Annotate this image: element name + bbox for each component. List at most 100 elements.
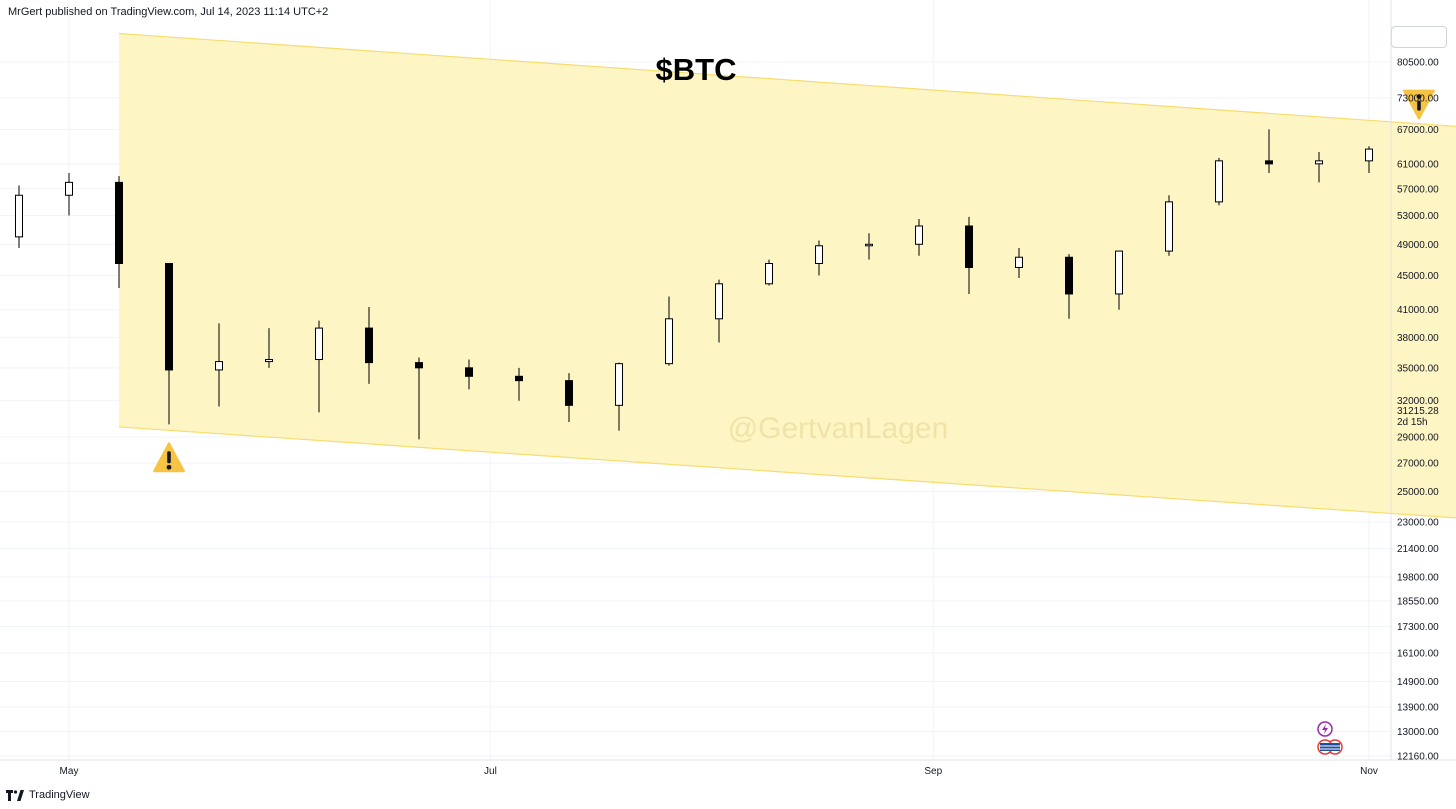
price-tick-label: 57000.00 [1397,184,1439,195]
time-tick-label: Sep [924,766,942,777]
candle [265,328,273,368]
candle-body [465,367,473,377]
watermark-text: @GertvanLagen [728,412,949,445]
candle [415,357,423,440]
candle [65,172,73,216]
price-tick-label: 80500.00 [1397,58,1439,69]
price-tick-label: 23000.00 [1397,517,1439,528]
candle [15,185,23,249]
candle [615,362,623,431]
candle-body [1065,256,1073,295]
candle-body [265,359,273,363]
candle-body [315,327,323,361]
candle [365,307,373,384]
price-tick-label: 32000.00 [1397,396,1439,407]
tradingview-logo-icon [6,789,24,801]
candle [115,176,123,288]
candle-body [715,283,723,320]
candle [465,359,473,390]
candle-body [565,380,573,406]
candle [1315,152,1323,183]
time-axis[interactable]: MayJulSepNov2022MarMayJulSepNov2023MarMa… [60,766,1456,777]
candle-body [915,225,923,245]
candle-body [665,318,673,365]
candle [715,279,723,343]
price-tick-label: 35000.00 [1397,363,1439,374]
price-tick-label: 17300.00 [1397,622,1439,633]
candle-body [1315,160,1323,165]
annotation-markers [153,89,1435,473]
price-tick-label: 18550.00 [1397,596,1439,607]
last-price-label: 31215.28 [1397,406,1439,417]
time-tick-label: May [60,766,79,777]
candles-group [15,129,1373,440]
candle-body [865,243,873,247]
price-tick-label: 73000.00 [1397,93,1439,104]
candle [1115,250,1123,310]
candle [165,263,173,425]
price-tick-label: 41000.00 [1397,305,1439,316]
candle-body [965,225,973,268]
candle [865,233,873,260]
us-flag-event-icon[interactable] [1317,739,1343,755]
channel-upper-line [118,32,1456,127]
candle-body [615,363,623,406]
price-tick-label: 25000.00 [1397,487,1439,498]
candle [965,216,973,294]
candle-body [765,263,773,285]
price-tick-label: 14900.00 [1397,677,1439,688]
candle [1065,254,1073,319]
candle-body [515,375,523,382]
candle [915,218,923,256]
candle-body [65,181,73,196]
price-tick-label: 13900.00 [1397,702,1439,713]
lightning-event-icon[interactable] [1317,721,1333,737]
candle-body [1015,256,1023,268]
candle-body [1215,160,1223,203]
price-tick-label: 67000.00 [1397,125,1439,136]
candle [765,259,773,286]
candle [565,373,573,422]
countdown-label: 2d 15h [1397,417,1428,428]
warning-triangle-icon[interactable] [153,442,185,473]
price-channel [119,33,1456,518]
candle-body [15,194,23,238]
price-tick-label: 19800.00 [1397,572,1439,583]
info-triangle-icon[interactable] [1403,89,1435,120]
price-tick-label: 49000.00 [1397,240,1439,251]
chart-title: $BTC [656,52,737,87]
candle [515,367,523,401]
price-tick-label: 53000.00 [1397,211,1439,222]
candle-body [815,245,823,265]
price-tick-label: 21400.00 [1397,544,1439,555]
price-tick-label: 16100.00 [1397,648,1439,659]
price-tick-label: 38000.00 [1397,333,1439,344]
candle [815,240,823,276]
price-tick-label: 12160.00 [1397,752,1439,763]
price-tick-label: 45000.00 [1397,271,1439,282]
price-tick-label: 29000.00 [1397,432,1439,443]
candle-body [1265,160,1273,165]
price-tick-label: 61000.00 [1397,159,1439,170]
candle-body [1365,148,1373,162]
publisher-text: MrGert published on TradingView.com, Jul… [8,6,329,18]
candle [1165,195,1173,256]
time-tick-label: Jul [484,766,497,777]
candle [1015,248,1023,279]
channel-lower-line [118,426,1456,519]
candle [215,323,223,407]
time-tick-label: Nov [1360,766,1378,777]
footer-brand-text: TradingView [29,789,90,801]
candle-body [115,181,123,265]
candle [665,296,673,366]
candle [1365,146,1373,173]
candle [1215,157,1223,206]
candle-body [1115,250,1123,295]
candle-body [165,263,173,371]
candle-body [415,362,423,369]
candle [1265,129,1273,173]
footer-branding: TradingView [6,787,90,803]
price-axis[interactable]: 80500.00 73000.00 67000.00 61000.00 57000.00… [1397,58,1439,763]
candle-body [365,327,373,364]
